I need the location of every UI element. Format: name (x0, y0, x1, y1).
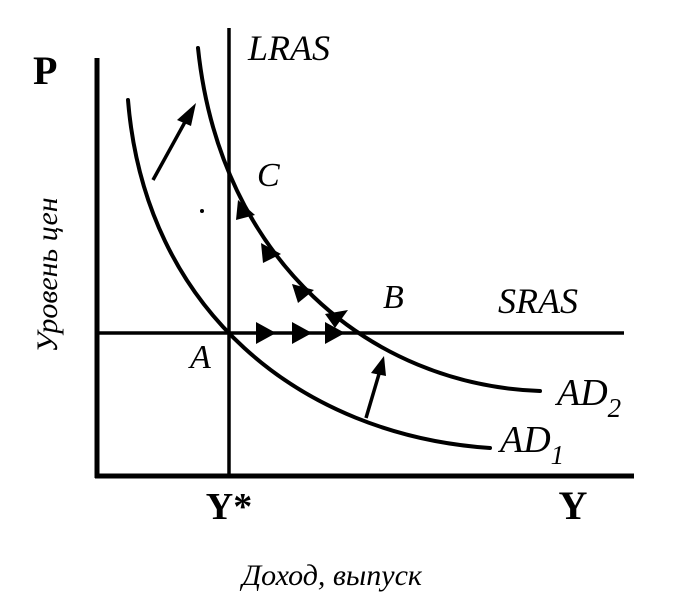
stray-dot (200, 209, 204, 213)
ad1-label: AD1 (497, 419, 564, 470)
ad2-arrow-3 (261, 243, 281, 263)
y-axis-symbol: P (33, 48, 57, 93)
ad2-path-arrows (236, 200, 348, 328)
ad2-arrow-4 (236, 200, 255, 220)
sras-arrow-3 (325, 322, 345, 344)
ad2-arrow-1 (325, 310, 348, 328)
shift-arrow-upper (151, 103, 196, 181)
x-tick-label: Y* (206, 486, 252, 528)
ad2-subscript: 2 (608, 393, 622, 423)
sras-arrow-1 (256, 322, 276, 344)
ad2-label: AD2 (554, 372, 621, 423)
x-axis-symbol: Y (559, 483, 588, 528)
x-axis-label: Доход, выпуск (239, 559, 423, 592)
lras-label: LRAS (247, 28, 330, 68)
sras-path-arrows (256, 322, 345, 344)
point-c-label: C (257, 157, 280, 194)
point-a-label: A (188, 339, 211, 376)
ad2-curve (196, 46, 542, 393)
sras-label: SRAS (498, 281, 578, 321)
y-axis-label: Уровень цен (31, 197, 64, 352)
ad2-arrow-2 (292, 284, 314, 303)
ad1-curve (126, 98, 492, 450)
axes (94, 58, 634, 479)
ad1-subscript: 1 (551, 440, 565, 470)
point-b-label: B (383, 279, 404, 316)
shift-arrow-lower (364, 356, 386, 419)
sras-arrow-2 (292, 322, 312, 344)
